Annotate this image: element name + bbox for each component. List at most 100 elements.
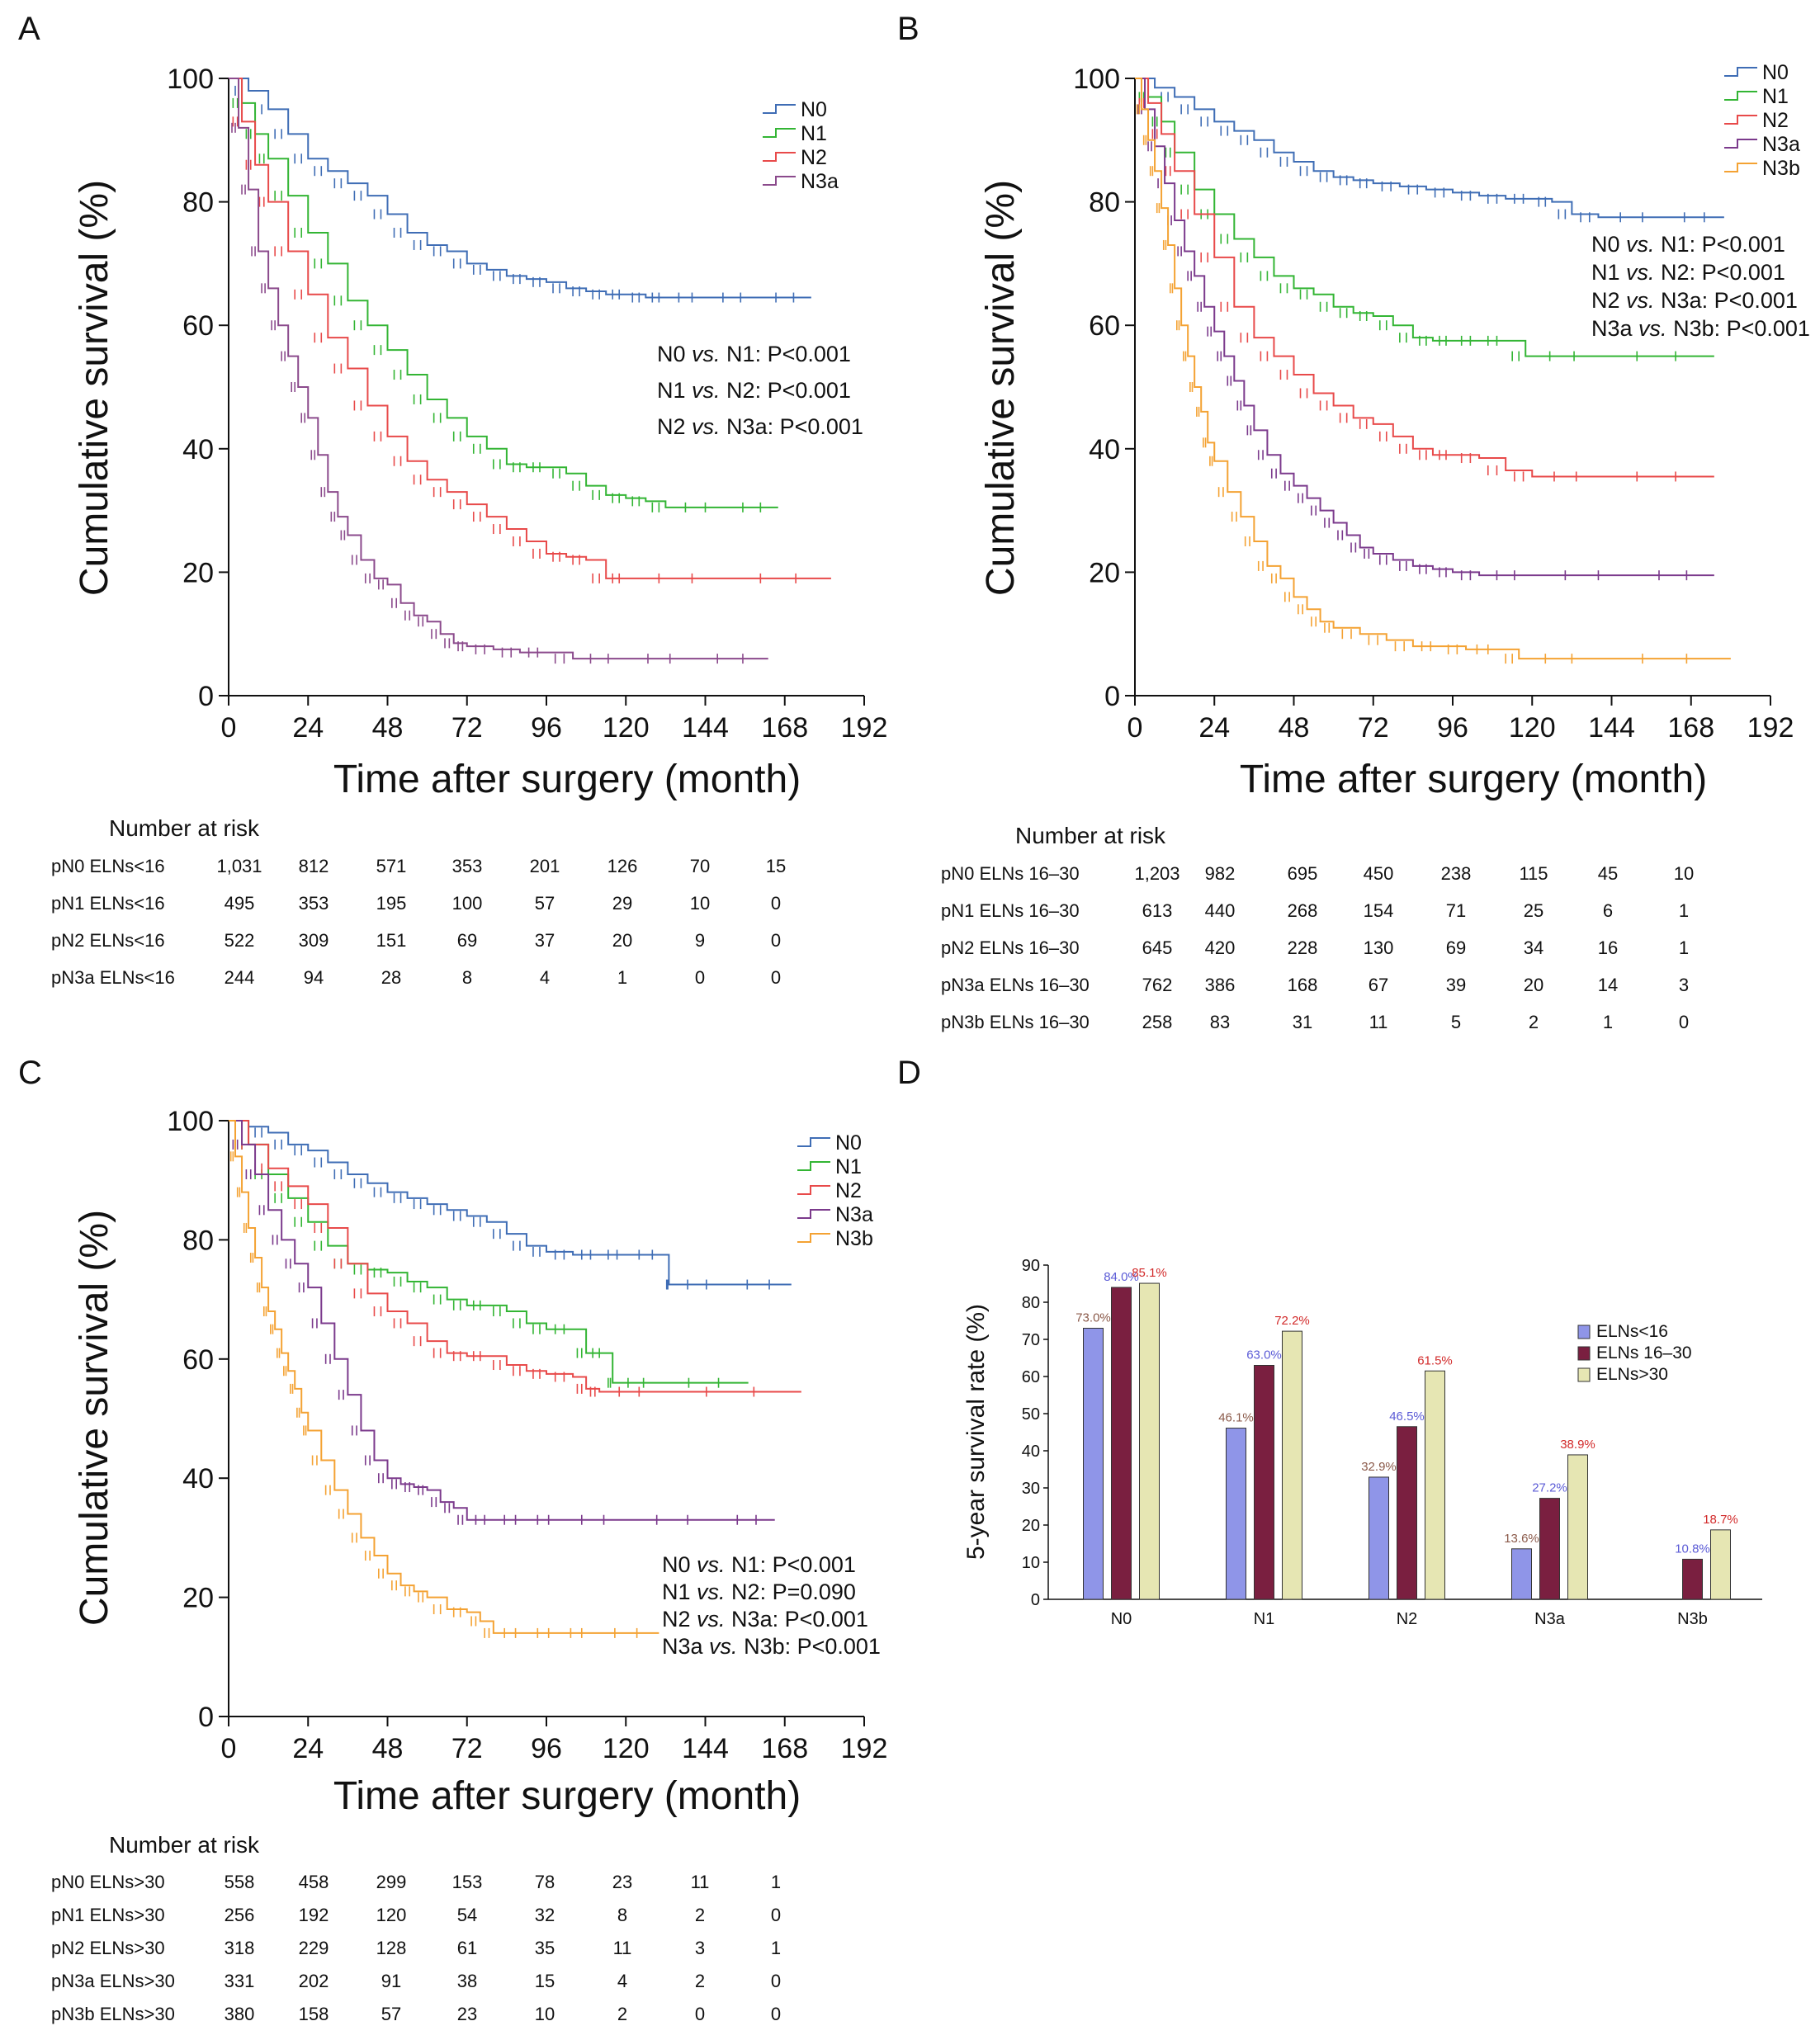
risk-cell: 61 <box>457 1938 477 1958</box>
risk-cell: 45 <box>1598 863 1618 884</box>
risk-cell: 229 <box>299 1938 329 1958</box>
bar-value-label: 27.2% <box>1532 1481 1567 1495</box>
risk-cell: 70 <box>690 856 710 876</box>
legend-swatch <box>797 1137 830 1147</box>
risk-cell: 450 <box>1364 863 1394 884</box>
x-tick-label: 48 <box>1279 712 1310 744</box>
risk-cell: 57 <box>381 2004 401 2024</box>
risk-table-title: Number at risk <box>109 815 260 841</box>
y-tick-label: 60 <box>182 310 214 342</box>
risk-row-label: pN3a ELNs<16 <box>51 967 175 988</box>
risk-cell: 440 <box>1205 900 1236 921</box>
x-tick-label: 48 <box>372 1733 404 1764</box>
survival-curve <box>1135 78 1714 577</box>
risk-cell: 4 <box>540 967 550 988</box>
x-tick-label: 120 <box>603 1733 650 1764</box>
bar <box>1567 1454 1588 1600</box>
bar-value-label: 85.1% <box>1132 1266 1167 1280</box>
risk-cell: 353 <box>452 856 483 876</box>
y-tick-label: 80 <box>1022 1294 1040 1312</box>
bar <box>1511 1548 1532 1600</box>
x-tick-label: 24 <box>1198 712 1230 744</box>
risk-cell: 0 <box>771 967 781 988</box>
x-tick-label: 72 <box>1358 712 1389 744</box>
risk-cell: 120 <box>376 1905 407 1925</box>
legend-label: N1 <box>1762 85 1789 108</box>
risk-cell: 2 <box>617 2004 627 2024</box>
x-axis-label: Time after surgery (month) <box>333 758 801 801</box>
survival-curve <box>1135 78 1731 660</box>
legend-swatch <box>797 1185 830 1195</box>
risk-cell: 1,031 <box>216 856 262 876</box>
y-tick-label: 40 <box>182 1463 214 1495</box>
bar <box>1539 1498 1560 1600</box>
legend-label: N1 <box>835 1155 862 1178</box>
risk-cell: 1,203 <box>1134 863 1179 884</box>
risk-cell: 4 <box>617 1971 627 1991</box>
risk-cell: 420 <box>1205 937 1236 958</box>
risk-cell: 268 <box>1288 900 1318 921</box>
survival-curve <box>229 1120 792 1286</box>
risk-cell: 1 <box>771 1938 781 1958</box>
risk-cell: 331 <box>225 1971 255 1991</box>
legend-label: ELNs 16–30 <box>1596 1343 1692 1362</box>
risk-cell: 67 <box>1369 975 1388 995</box>
x-tick-label: 72 <box>451 712 483 744</box>
legend-swatch <box>763 176 796 186</box>
risk-cell: 153 <box>452 1872 483 1892</box>
x-tick-label: 72 <box>451 1733 483 1764</box>
risk-cell: 228 <box>1288 937 1318 958</box>
x-tick-label: 144 <box>682 712 729 744</box>
panel-c: C 0 20 40 60 80 100 0 24 48 72 96 120 144 168 192 Cumula… <box>18 1055 887 1818</box>
risk-cell: 613 <box>1142 900 1173 921</box>
y-tick-label: 20 <box>1089 557 1120 588</box>
risk-row-label: pN3a ELNs 16–30 <box>941 975 1090 995</box>
risk-table-title: Number at risk <box>1015 823 1166 848</box>
risk-cell: 158 <box>299 2004 329 2024</box>
survival-curve <box>229 1120 659 1634</box>
risk-cell: 38 <box>457 1971 477 1991</box>
risk-cell: 3 <box>695 1938 705 1958</box>
y-tick-label: 0 <box>1104 681 1120 712</box>
y-tick-label: 80 <box>182 1225 214 1256</box>
legend-label: N3a <box>1762 133 1800 156</box>
survival-curve <box>229 78 778 508</box>
risk-row-label: pN1 ELNs<16 <box>51 893 165 914</box>
x-tick-label: N1 <box>1254 1610 1275 1628</box>
bar-value-label: 63.0% <box>1246 1348 1282 1362</box>
risk-table-title: Number at risk <box>109 1832 260 1858</box>
legend-label: N1 <box>801 122 827 145</box>
survival-curve <box>1135 78 1724 219</box>
risk-cell: 37 <box>535 930 555 951</box>
risk-row-label: pN3b ELNs>30 <box>51 2004 175 2024</box>
risk-cell: 29 <box>612 893 632 914</box>
y-tick-label: 20 <box>182 557 214 588</box>
y-tick-label: 100 <box>167 64 214 95</box>
legend-swatch <box>1724 115 1757 125</box>
risk-cell: 0 <box>1679 1012 1689 1032</box>
bar <box>1369 1476 1389 1600</box>
risk-cell: 1 <box>1679 937 1689 958</box>
risk-cell: 83 <box>1210 1012 1230 1032</box>
series-n3a: N3a <box>229 1120 873 1525</box>
survival-curve <box>1135 78 1714 478</box>
series-n2: N2 <box>229 1120 862 1397</box>
risk-row-label: pN2 ELNs<16 <box>51 930 165 951</box>
p-value-annotation: N3a vs. N3b: P<0.001 <box>1591 316 1810 341</box>
legend-swatch <box>1724 91 1757 101</box>
risk-cell: 20 <box>612 930 632 951</box>
legend-label: N0 <box>801 98 827 121</box>
risk-cell: 25 <box>1524 900 1543 921</box>
risk-cell: 57 <box>535 893 555 914</box>
risk-cell: 571 <box>376 856 407 876</box>
p-value-annotation: N2 vs. N3a: P<0.001 <box>662 1607 868 1632</box>
risk-cell: 8 <box>617 1905 627 1925</box>
bar-value-label: 13.6% <box>1504 1532 1539 1546</box>
p-value-annotation: N1 vs. N2: P<0.001 <box>1591 260 1785 285</box>
panel-label: B <box>897 11 919 47</box>
risk-cell: 115 <box>1519 863 1548 884</box>
bar-value-label: 73.0% <box>1075 1311 1111 1325</box>
p-value-annotation: N0 vs. N1: P<0.001 <box>1591 232 1785 257</box>
survival-curve <box>229 78 831 579</box>
